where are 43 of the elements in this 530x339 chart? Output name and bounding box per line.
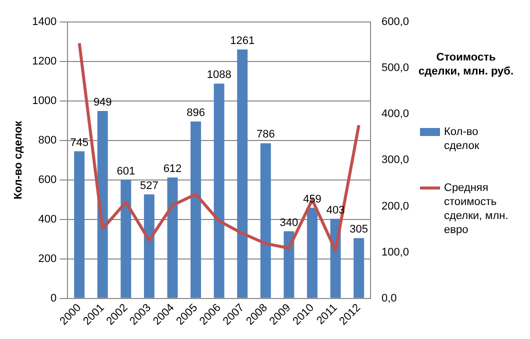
- data-label: 949: [93, 96, 112, 109]
- data-label: 601: [116, 165, 136, 178]
- bar: [237, 49, 248, 298]
- legend-label: Средняя стоимость сделки, млн. евро: [444, 182, 508, 236]
- data-label: 1261: [230, 34, 255, 47]
- y-tick-label: 1000: [32, 94, 57, 107]
- bar: [120, 180, 132, 298]
- y2-tick-label: 100,0: [381, 246, 410, 258]
- y-tick-label: 200: [38, 252, 57, 265]
- y-tick-label: 1200: [32, 56, 57, 68]
- data-label: 612: [163, 163, 182, 176]
- bar: [214, 84, 224, 298]
- y2-tick-label: 500,0: [381, 62, 410, 74]
- y2-axis-title: Стоимость сделки, млн. руб.: [418, 52, 514, 78]
- data-label: 527: [140, 180, 158, 192]
- y2-tick-label: 600,0: [381, 16, 410, 28]
- bar: [74, 151, 85, 298]
- y2-tick-label: 0,0: [381, 292, 397, 304]
- bar: [97, 111, 108, 298]
- data-label: 1088: [206, 69, 232, 82]
- bar: [354, 238, 364, 298]
- bar: [190, 121, 202, 298]
- data-label: 745: [70, 136, 88, 149]
- data-label: 896: [186, 107, 205, 120]
- data-label: 786: [256, 128, 275, 141]
- data-label: 340: [280, 216, 298, 229]
- y-tick-label: 800: [38, 134, 57, 146]
- y-tick-label: 1400: [32, 16, 57, 28]
- y-tick-label: 400: [38, 213, 57, 226]
- bar: [284, 231, 294, 298]
- bar: [307, 208, 318, 298]
- data-label: 305: [350, 224, 368, 236]
- bar: [144, 194, 154, 298]
- y-axis-title: Кол-во сделок: [12, 120, 25, 200]
- bar: [260, 143, 271, 298]
- y2-tick-label: 400,0: [381, 108, 410, 120]
- y-tick-label: 600: [38, 174, 57, 186]
- data-label: 459: [303, 193, 322, 206]
- y2-tick-label: 300,0: [381, 154, 410, 166]
- bar: [167, 178, 178, 298]
- legend-label: Кол-во сделок: [444, 126, 480, 152]
- y-tick-label: 0: [50, 292, 57, 304]
- y2-tick-label: 200,0: [381, 200, 410, 212]
